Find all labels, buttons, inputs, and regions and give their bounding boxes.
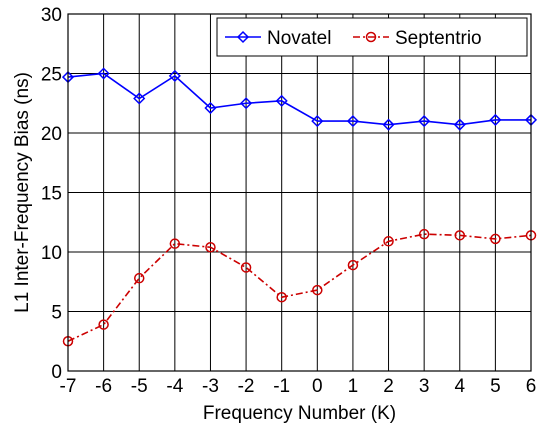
- x-tick-label: 5: [490, 376, 501, 397]
- data-point-septentrio: [418, 228, 430, 240]
- data-point-septentrio: [490, 233, 501, 245]
- x-tick-label: -5: [131, 376, 148, 397]
- legend-entry-novatel: Novatel: [225, 28, 331, 49]
- data-point-septentrio: [276, 291, 287, 303]
- data-point-novatel: [168, 69, 181, 82]
- data-point-novatel: [418, 115, 431, 128]
- legend-entry-septentrio: Septentrio: [353, 28, 482, 49]
- y-tick-label: 0: [51, 362, 62, 383]
- data-point-novatel: [311, 115, 324, 128]
- legend: Novatel Septentrio: [216, 17, 528, 57]
- series-line-novatel: [67, 72, 531, 126]
- legend-marker-shape: [236, 30, 250, 44]
- data-point-novatel: [133, 92, 146, 105]
- data-point-septentrio: [347, 259, 359, 271]
- x-tick-label: -4: [166, 376, 183, 397]
- x-tick-label: 6: [526, 376, 537, 397]
- x-tick-label: 1: [348, 376, 359, 397]
- legend-label-septentrio: Septentrio: [395, 28, 482, 49]
- data-point-septentrio: [454, 230, 466, 241]
- data-point-septentrio: [312, 284, 323, 296]
- data-point-septentrio: [383, 236, 394, 247]
- x-tick-label: -3: [202, 376, 219, 397]
- y-tick-label: 30: [41, 5, 62, 26]
- y-axis-label: L1 Inter-Frequency Bias (ns): [12, 72, 33, 313]
- y-tick-label: 15: [41, 184, 62, 205]
- x-tick-label: -7: [60, 376, 77, 397]
- data-point-novatel: [204, 101, 217, 115]
- data-point-novatel: [382, 118, 395, 131]
- data-point-septentrio: [133, 272, 145, 284]
- x-tick-label: 3: [419, 376, 430, 397]
- data-point-novatel: [489, 113, 502, 126]
- plot-frame: [67, 13, 532, 372]
- legend-marker-novatel: [236, 30, 250, 44]
- x-tick-label: 0: [312, 376, 323, 397]
- x-tick-label: 4: [454, 376, 465, 397]
- x-tick-label: -6: [95, 376, 112, 397]
- data-point-septentrio: [240, 262, 252, 273]
- data-point-novatel: [97, 67, 110, 80]
- data-point-novatel: [275, 94, 288, 107]
- data-point-septentrio: [205, 241, 216, 253]
- tick-labels: -7 -6 -5 -4 -3 -2 -1 0 1 2 3 4 5 6 0 5 10 15 20 25 30: [41, 5, 536, 397]
- y-tick-label: 10: [41, 243, 62, 264]
- data-point-novatel: [346, 115, 359, 128]
- y-tick-label: 25: [41, 65, 62, 86]
- x-tick-label: -1: [273, 376, 290, 397]
- series-novatel: [61, 67, 538, 131]
- y-tick-label: 20: [41, 124, 62, 145]
- x-tick-label: 2: [383, 376, 394, 397]
- series-line-septentrio: [67, 233, 532, 342]
- data-point-septentrio: [169, 238, 181, 249]
- data-point-septentrio: [98, 319, 109, 330]
- legend-marker-septentrio: [365, 31, 377, 43]
- x-tick-label: -2: [238, 376, 255, 397]
- legend-label-novatel: Novatel: [267, 28, 331, 49]
- x-axis-label: Frequency Number (K): [203, 403, 396, 424]
- data-point-novatel: [240, 97, 253, 110]
- legend-marker-shape: [365, 31, 377, 43]
- y-tick-label: 5: [51, 303, 62, 324]
- data-point-novatel: [453, 118, 466, 131]
